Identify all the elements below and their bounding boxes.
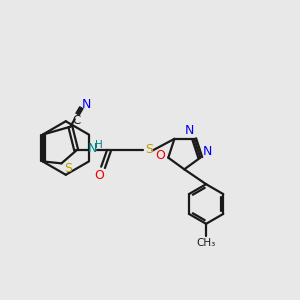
- Text: N: N: [202, 145, 212, 158]
- Text: O: O: [94, 169, 104, 182]
- Text: CH₃: CH₃: [196, 238, 216, 248]
- Text: C: C: [73, 114, 81, 127]
- Text: N: N: [184, 124, 194, 137]
- Text: N: N: [82, 98, 91, 111]
- Text: O: O: [155, 149, 165, 162]
- Text: S: S: [145, 143, 153, 156]
- Text: N: N: [88, 142, 97, 155]
- Text: S: S: [64, 162, 72, 175]
- Text: H: H: [95, 140, 103, 150]
